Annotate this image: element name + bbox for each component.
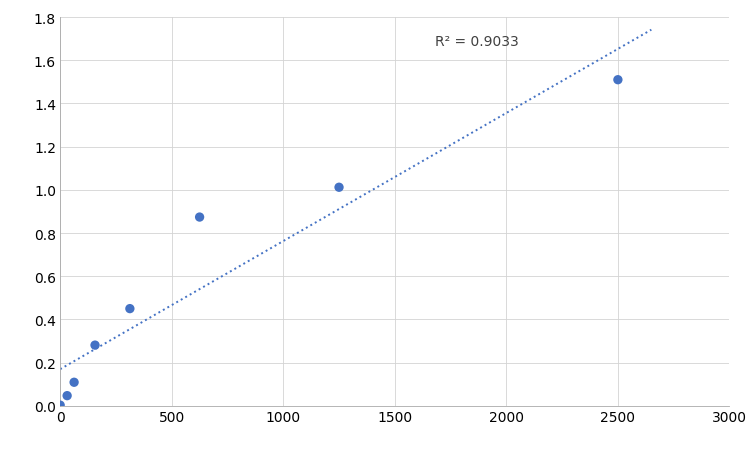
Text: R² = 0.9033: R² = 0.9033: [435, 35, 519, 49]
Point: [193, 214, 205, 221]
Point: [89, 342, 101, 349]
Point: [61, 392, 73, 400]
Point: [612, 77, 624, 84]
Point: [54, 402, 66, 409]
Point: [333, 184, 345, 191]
Point: [124, 305, 136, 313]
Point: [68, 379, 80, 386]
